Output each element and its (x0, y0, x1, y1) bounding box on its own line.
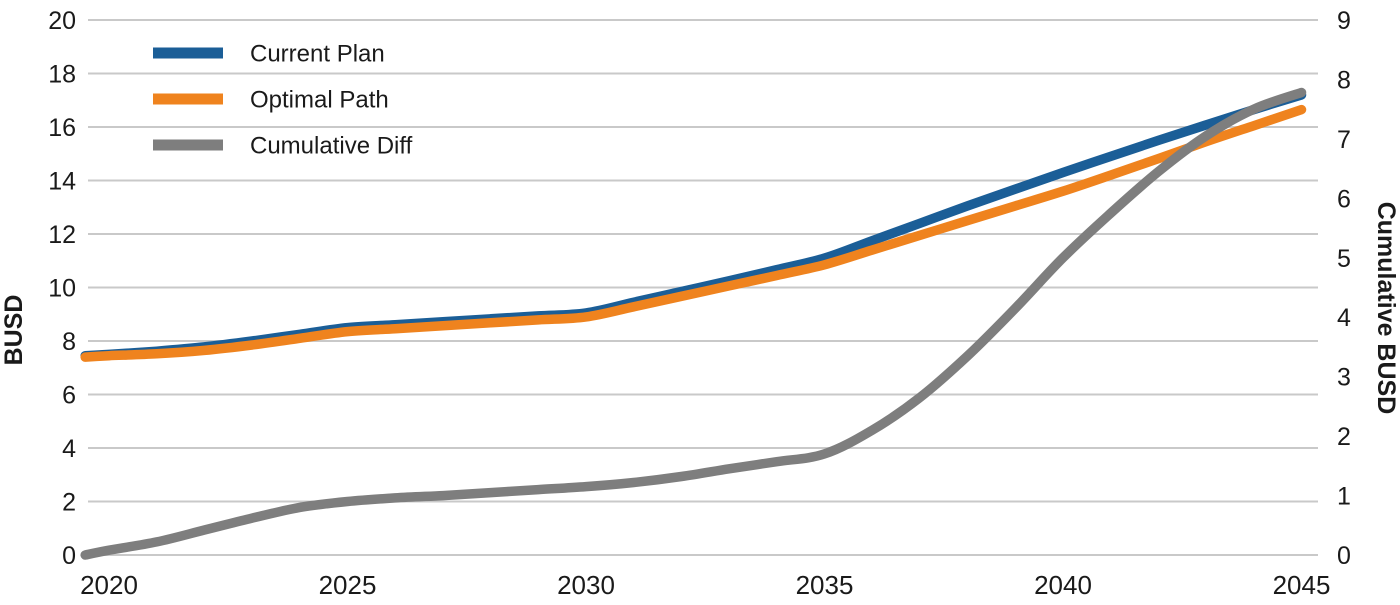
legend: Current Plan Optimal Path Cumulative Diff (153, 41, 413, 160)
legend-item-current-plan: Current Plan (153, 41, 385, 68)
legend-swatch-cumulative-diff (153, 139, 223, 151)
x-tick-label: 2030 (557, 570, 615, 600)
x-tick-label: 2045 (1273, 570, 1331, 600)
right-axis-tick-labels: 0 1 2 3 4 5 6 7 8 9 (1337, 7, 1351, 570)
left-tick-label: 10 (48, 275, 76, 303)
x-tick-label: 2040 (1034, 570, 1092, 600)
left-tick-label: 2 (62, 489, 76, 517)
left-tick-label: 20 (48, 7, 76, 35)
left-tick-label: 14 (48, 168, 76, 196)
x-tick-label: 2020 (80, 570, 138, 600)
right-tick-label: 0 (1337, 542, 1351, 570)
x-tick-label: 2035 (796, 570, 854, 600)
series-lines (80, 87, 1307, 560)
left-tick-label: 0 (62, 542, 76, 570)
x-tick-label: 2025 (319, 570, 377, 600)
right-tick-label: 8 (1337, 66, 1351, 94)
left-axis-tick-labels: 0 2 4 6 8 10 12 14 16 18 20 (48, 7, 76, 570)
left-tick-label: 6 (62, 382, 76, 410)
right-axis-title: Cumulative BUSD (1372, 202, 1400, 415)
right-tick-label: 5 (1337, 245, 1351, 273)
right-tick-label: 4 (1337, 304, 1351, 332)
legend-swatch-current-plan (153, 47, 223, 59)
left-tick-label: 8 (62, 328, 76, 356)
legend-label-current-plan: Current Plan (250, 41, 385, 68)
left-axis-title: BUSD (0, 295, 28, 366)
legend-label-cumulative-diff: Cumulative Diff (250, 133, 413, 160)
right-tick-label: 3 (1337, 364, 1351, 392)
series-line-cumulative-diff (80, 87, 1307, 560)
x-axis-tick-labels: 2020 2025 2030 2035 2040 2045 (80, 570, 1330, 600)
left-tick-label: 4 (62, 435, 76, 463)
legend-label-optimal-path: Optimal Path (250, 87, 389, 114)
left-tick-label: 12 (48, 221, 76, 249)
right-tick-label: 2 (1337, 423, 1351, 451)
left-tick-label: 16 (48, 114, 76, 142)
right-tick-label: 6 (1337, 185, 1351, 213)
right-tick-label: 1 (1337, 483, 1351, 511)
right-tick-label: 7 (1337, 126, 1351, 154)
right-tick-label: 9 (1337, 7, 1351, 35)
series-line-optimal-path (80, 104, 1307, 362)
legend-swatch-optimal-path (153, 93, 223, 105)
legend-item-cumulative-diff: Cumulative Diff (153, 133, 413, 160)
left-tick-label: 18 (48, 61, 76, 89)
legend-item-optimal-path: Optimal Path (153, 87, 389, 114)
